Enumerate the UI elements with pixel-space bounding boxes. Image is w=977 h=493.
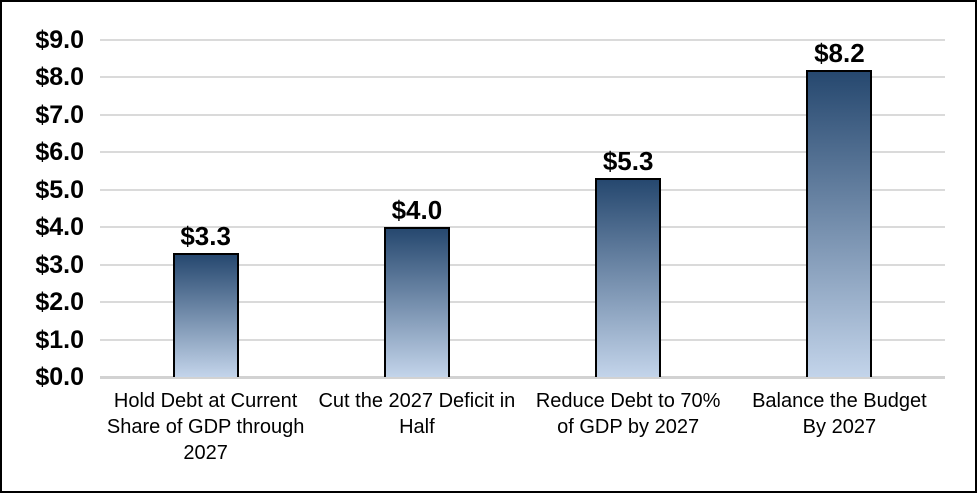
gridline	[100, 76, 945, 78]
y-tick-label: $6.0	[35, 138, 84, 166]
y-tick-label: $7.0	[35, 100, 84, 129]
gridline	[100, 301, 945, 303]
y-tick-label: $9.0	[35, 25, 84, 54]
bar-value-label: $3.3	[180, 221, 231, 252]
y-tick-label: $1.0	[35, 325, 84, 354]
x-category-label: Balance the Budget By 2027	[752, 390, 927, 438]
gridline	[100, 226, 945, 228]
bar	[172, 253, 239, 377]
y-tick-label: $3.0	[35, 250, 84, 279]
bar-value-label: $5.3	[602, 146, 654, 177]
y-tick-label: $4.0	[35, 213, 84, 241]
x-category-label: Hold Debt at Current Share of GDP throug…	[106, 390, 305, 464]
bar	[806, 69, 873, 377]
plot-area: $3.3 $4.0 $5.3 $8.2	[100, 2, 945, 379]
y-tick-label: $0.0	[35, 363, 84, 391]
gridline	[100, 263, 945, 266]
gridline	[100, 113, 945, 116]
gridline	[100, 38, 945, 41]
y-tick-label: $5.0	[35, 175, 84, 204]
y-tick-label: $2.0	[35, 288, 84, 316]
x-axis-line	[100, 376, 945, 379]
y-tick-label: $8.0	[35, 63, 84, 91]
gridline	[100, 338, 945, 341]
gridline	[100, 188, 945, 191]
bar	[595, 178, 662, 377]
bar-value-label: $4.0	[391, 195, 443, 225]
gridline	[100, 151, 945, 153]
bar-value-label: $8.2	[814, 37, 865, 68]
bar	[383, 227, 450, 377]
x-category-label: Cut the 2027 Deficit in Half	[318, 390, 516, 438]
x-axis-category-labels: Hold Debt at Current Share of GDP throug…	[100, 388, 945, 466]
x-category-label: Reduce Debt to 70% of GDP by 2027	[535, 390, 721, 438]
